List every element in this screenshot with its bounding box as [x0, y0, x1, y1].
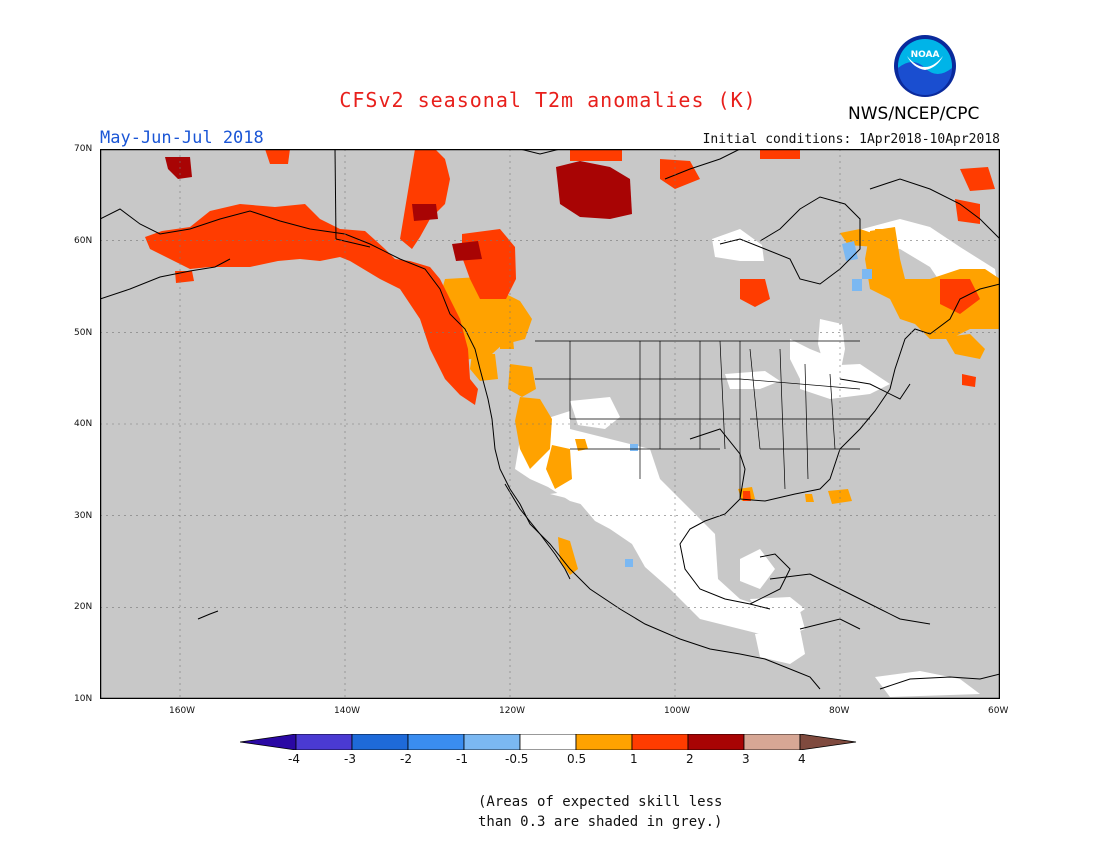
noaa-logo-text: NOAA	[911, 50, 940, 60]
map-frame	[100, 149, 1000, 699]
lon-tick: 120W	[499, 706, 526, 716]
graticule	[100, 149, 1000, 699]
coastlines	[100, 149, 1000, 690]
colorbar-cell	[463, 734, 521, 750]
noaa-logo: NOAA	[894, 35, 956, 97]
colorbar-label: -0.5	[505, 752, 529, 766]
colorbar-cell	[295, 734, 353, 750]
colorbar-cell	[575, 734, 633, 750]
lon-tick: 160W	[169, 706, 196, 716]
colorbar-cell	[687, 734, 745, 750]
lat-tick: 20N	[74, 602, 93, 612]
forecast-period: May-Jun-Jul 2018	[100, 128, 264, 148]
lat-tick: 40N	[74, 419, 93, 429]
skill-note-line1: (Areas of expected skill less	[478, 794, 723, 810]
lightblue-anomaly-regions	[625, 241, 872, 567]
lat-tick: 60N	[74, 236, 93, 246]
agency-label: NWS/NCEP/CPC	[848, 104, 980, 124]
colorbar-label: 3	[742, 752, 750, 766]
colorbar-label: 1	[630, 752, 638, 766]
darkred-anomaly-regions	[165, 157, 632, 261]
initial-conditions: Initial conditions: 1Apr2018-10Apr2018	[702, 132, 1000, 147]
white-skill-regions	[515, 219, 998, 697]
lon-tick: 60W	[988, 706, 1009, 716]
colorbar-cell	[519, 734, 577, 750]
colorbar-label: 0.5	[567, 752, 587, 766]
lon-tick: 100W	[664, 706, 691, 716]
map-title: CFSv2 seasonal T2m anomalies (K)	[339, 88, 757, 112]
lat-tick: 50N	[74, 328, 93, 338]
colorbar-cell	[351, 734, 409, 750]
colorbar-label: -2	[400, 752, 412, 766]
colorbar-label: 2	[686, 752, 694, 766]
colorbar-arrow-low	[240, 734, 297, 750]
colorbar-label: -4	[288, 752, 300, 766]
anomaly-map	[100, 149, 1000, 699]
skill-note: (Areas of expected skill less than 0.3 a…	[478, 792, 722, 832]
colorbar-cell	[743, 734, 801, 750]
lon-tick: 140W	[334, 706, 361, 716]
lat-tick: 10N	[74, 694, 93, 704]
colorbar-cell	[407, 734, 465, 750]
colorbar-label: -1	[456, 752, 468, 766]
colorbar-label: 4	[798, 752, 806, 766]
skill-note-line2: than 0.3 are shaded in grey.)	[478, 814, 723, 830]
colorbar-label: -3	[344, 752, 356, 766]
lat-tick: 70N	[74, 144, 93, 154]
colorbar	[240, 734, 857, 750]
colorbar-cell	[631, 734, 689, 750]
lon-tick: 80W	[829, 706, 850, 716]
political-borders	[535, 340, 870, 499]
colorbar-arrow-high	[799, 734, 857, 750]
lat-tick: 30N	[74, 511, 93, 521]
